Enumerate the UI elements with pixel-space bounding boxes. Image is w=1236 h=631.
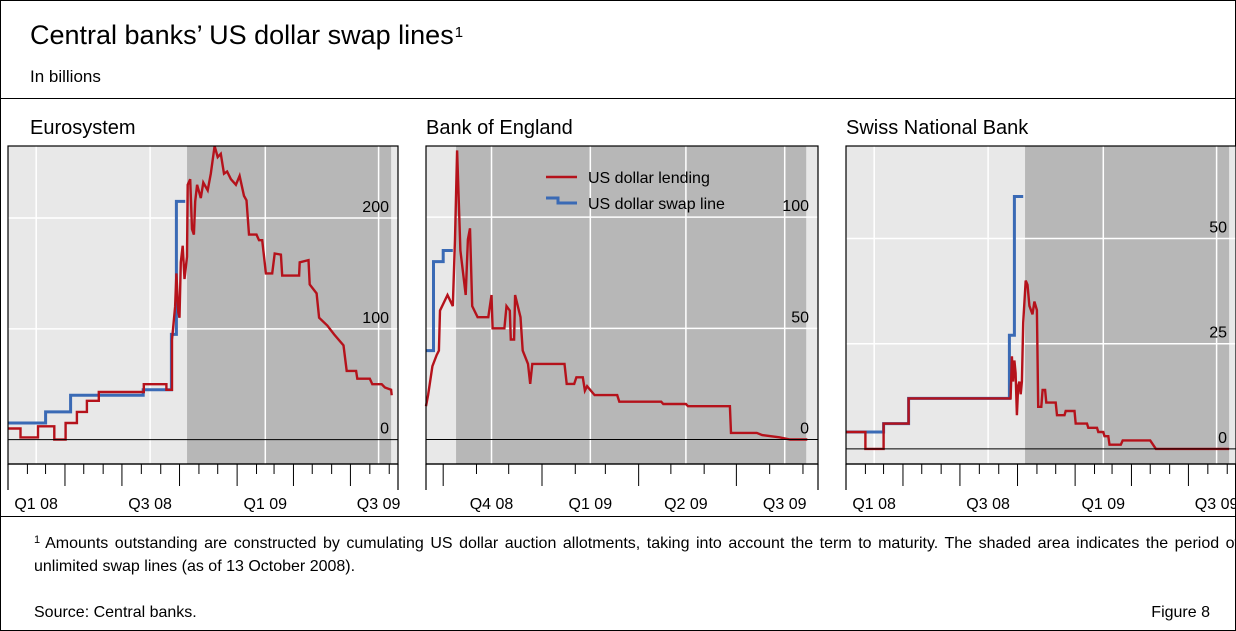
plot-border [845,145,1236,465]
shaded-period [456,146,807,464]
notes-divider [0,516,1236,517]
legend-swatch-swap-line [546,196,577,205]
charts-canvas: 0 100 200 Q1 08 Q3 08 Q1 09 Q3 09 0 50 100 Q4 08 Q1… [7,145,1236,513]
y-tick-label: 25 [1209,325,1227,342]
y-tick-label: 0 [380,421,389,438]
figure-label: Figure 8 [1151,604,1210,621]
legend-label: US dollar lending [588,170,710,187]
x-tick-label: Q2 09 [664,496,708,513]
x-tick-label: Q3 09 [357,496,401,513]
y-tick-label: 0 [1218,430,1227,447]
chart-title: Central banks’ US dollar swap lines1 [30,20,463,50]
y-tick-label: 50 [1209,220,1227,237]
plot-border [7,145,399,465]
chart-panel-eurosystem: 0 100 200 Q1 08 Q3 08 Q1 09 Q3 09 [7,145,401,513]
y-tick-label: 200 [362,199,389,216]
x-tick-label: Q1 09 [569,496,613,513]
plot-border [425,145,819,465]
series-lending [8,145,393,441]
x-tick-label: Q1 08 [14,496,58,513]
footnote: 1 Amounts outstanding are constructed by … [34,532,1236,578]
legend-label: US dollar swap line [588,196,725,213]
panel-title-swiss-national-bank: Swiss National Bank [846,117,1029,139]
y-tick-label: 100 [362,310,389,327]
x-tick-label: Q4 08 [470,496,514,513]
x-tick-label: Q3 09 [1195,496,1236,513]
shaded-period [1025,146,1230,464]
panel-title-eurosystem: Eurosystem [30,117,136,139]
chart-panel-swiss-national-bank: 0 25 50 Q1 08 Q3 08 Q1 09 Q3 09 [845,145,1236,513]
series-lending [846,280,1230,451]
y-tick-label: 100 [782,198,809,215]
chart-panel-bank-of-england: 0 50 100 Q4 08 Q1 09 Q2 09 Q3 09 US dollar lend… [424,145,819,513]
x-tick-label: Q3 08 [128,496,172,513]
header-divider [0,98,1236,99]
title-footnote-mark: 1 [454,24,464,41]
panel-title-bank-of-england: Bank of England [426,117,573,139]
x-tick-label: Q3 08 [966,496,1010,513]
x-tick-label: Q3 09 [763,496,807,513]
footnote-mark: 1 [34,534,41,546]
x-tick-label: Q1 09 [1081,496,1125,513]
y-tick-label: 50 [791,309,809,326]
source-note: Source: Central banks. [34,604,197,621]
footnote-text: Amounts outstanding are constructed by c… [34,535,1236,575]
series-swap-line [426,249,453,353]
shaded-period [187,146,392,464]
x-tick-label: Q1 08 [852,496,896,513]
chart-title-text: Central banks’ US dollar swap lines [30,20,454,50]
chart-subtitle: In billions [30,67,101,86]
series-lending [424,150,808,441]
y-tick-label: 0 [800,421,809,438]
x-tick-label: Q1 09 [243,496,287,513]
